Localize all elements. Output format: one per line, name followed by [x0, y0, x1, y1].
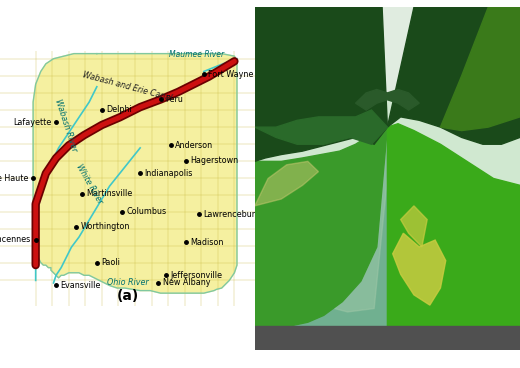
Polygon shape — [255, 326, 520, 350]
Polygon shape — [255, 110, 387, 144]
Text: Columbus: Columbus — [127, 207, 167, 216]
Text: Jeffersonville: Jeffersonville — [170, 271, 222, 280]
Text: White River: White River — [74, 162, 104, 205]
Text: Wabash and Erie Canal: Wabash and Erie Canal — [82, 70, 173, 103]
Polygon shape — [440, 7, 520, 131]
Text: Vincennes: Vincennes — [0, 235, 31, 244]
Text: Delphi: Delphi — [107, 105, 132, 114]
Polygon shape — [393, 233, 446, 305]
Text: Paoli: Paoli — [101, 258, 120, 267]
Text: (a): (a) — [116, 289, 138, 303]
Text: Worthington: Worthington — [81, 222, 131, 231]
Text: Wabash River: Wabash River — [54, 98, 79, 152]
Text: Anderson: Anderson — [175, 141, 213, 150]
Text: Indianapolis: Indianapolis — [145, 169, 193, 178]
Polygon shape — [255, 7, 387, 161]
Polygon shape — [387, 7, 520, 144]
Text: Lawrenceburg: Lawrenceburg — [203, 210, 261, 219]
Polygon shape — [255, 124, 387, 329]
Polygon shape — [401, 206, 427, 247]
Text: (b): (b) — [376, 332, 399, 346]
Text: Evansville: Evansville — [61, 281, 101, 290]
Polygon shape — [255, 127, 520, 350]
Text: New Albany: New Albany — [163, 279, 210, 287]
Text: Ohio River: Ohio River — [107, 279, 148, 287]
Text: Terre Haute: Terre Haute — [0, 174, 29, 183]
Polygon shape — [356, 89, 419, 110]
Text: Martinsville: Martinsville — [86, 189, 133, 198]
Polygon shape — [334, 127, 440, 312]
Text: Lafayette: Lafayette — [13, 118, 51, 127]
Polygon shape — [387, 124, 520, 329]
Text: Hagerstown: Hagerstown — [191, 156, 239, 165]
Text: Maumee River: Maumee River — [169, 50, 224, 59]
Polygon shape — [348, 7, 427, 93]
Polygon shape — [255, 161, 318, 206]
Text: Peru: Peru — [165, 95, 183, 104]
Polygon shape — [33, 54, 237, 293]
Text: Fort Wayne: Fort Wayne — [209, 70, 254, 78]
Text: Madison: Madison — [191, 238, 224, 247]
